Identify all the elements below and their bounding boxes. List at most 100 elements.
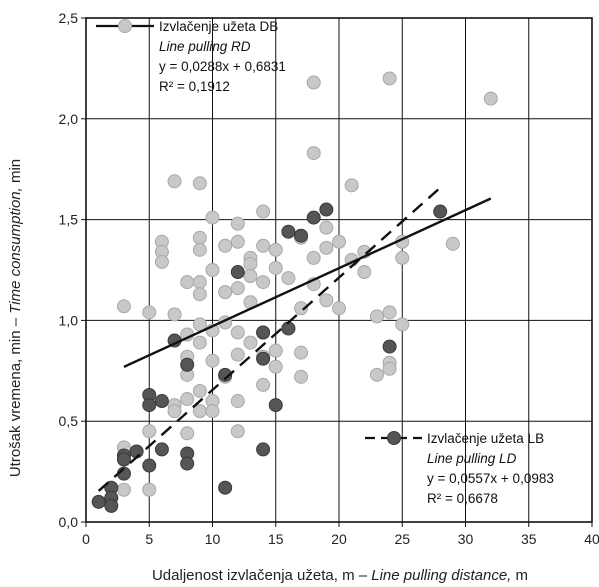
point-db bbox=[332, 301, 346, 316]
point-db bbox=[369, 309, 384, 324]
point-db bbox=[230, 234, 245, 249]
point-db bbox=[382, 71, 397, 86]
point-db bbox=[382, 305, 397, 320]
point-db bbox=[445, 236, 460, 251]
x-tick-label: 0 bbox=[82, 531, 90, 547]
legend-db-subtitle: Line pulling RD bbox=[159, 39, 251, 54]
point-db bbox=[116, 482, 131, 497]
point-db bbox=[306, 146, 321, 161]
point-db bbox=[357, 265, 372, 280]
legend-lb-equation: y = 0,0557x + 0,0983 bbox=[427, 471, 554, 486]
point-db bbox=[205, 353, 220, 368]
point-db bbox=[332, 234, 346, 249]
legend-lb-r2: R² = 0,6678 bbox=[427, 491, 498, 506]
point-db bbox=[230, 216, 245, 231]
y-tick-label: 0,5 bbox=[59, 413, 79, 429]
legend-db-marker bbox=[118, 19, 132, 33]
point-db bbox=[116, 299, 131, 314]
point-db bbox=[192, 275, 207, 290]
y-tick-label: 0,0 bbox=[59, 514, 79, 530]
point-db bbox=[142, 424, 157, 439]
point-lb bbox=[319, 202, 334, 217]
point-lb bbox=[180, 357, 195, 372]
x-tick-label: 30 bbox=[458, 531, 474, 547]
point-db bbox=[142, 482, 157, 497]
legend-db: Izvlačenje užeta DB Line pulling RD y = … bbox=[96, 19, 286, 94]
point-lb bbox=[91, 494, 106, 509]
trendline-lb bbox=[97, 186, 441, 492]
data-points bbox=[91, 71, 498, 513]
point-db bbox=[395, 317, 410, 332]
plot-frame bbox=[85, 17, 593, 523]
point-db bbox=[192, 335, 207, 350]
point-db bbox=[306, 75, 321, 90]
point-lb bbox=[256, 442, 271, 457]
point-db bbox=[306, 250, 321, 265]
point-db bbox=[230, 394, 245, 409]
point-db bbox=[230, 281, 245, 296]
x-tick-label: 40 bbox=[584, 531, 599, 547]
x-tick-label: 35 bbox=[521, 531, 537, 547]
point-db bbox=[167, 307, 182, 322]
x-tick-label: 20 bbox=[331, 531, 347, 547]
point-db bbox=[180, 275, 195, 290]
point-db bbox=[230, 347, 245, 362]
tick-labels: 0 5 10 15 20 25 30 35 40 0,0 0,5 1,0 1,5 2,0 2,5 bbox=[59, 10, 599, 547]
y-tick-label: 2,5 bbox=[59, 10, 79, 26]
x-tick-label: 10 bbox=[205, 531, 221, 547]
point-db bbox=[167, 404, 182, 419]
point-db bbox=[205, 210, 220, 225]
point-lb bbox=[433, 204, 448, 219]
point-db bbox=[142, 305, 157, 320]
point-db bbox=[268, 260, 283, 275]
point-db bbox=[180, 426, 195, 441]
point-db bbox=[294, 369, 309, 384]
point-db bbox=[319, 240, 334, 255]
point-db bbox=[192, 287, 207, 302]
point-db bbox=[382, 361, 397, 376]
point-db bbox=[218, 285, 233, 300]
point-db bbox=[395, 250, 410, 265]
point-db bbox=[218, 238, 233, 253]
point-db bbox=[243, 256, 258, 271]
y-tick-label: 2,0 bbox=[59, 111, 79, 127]
point-lb bbox=[218, 367, 233, 382]
point-lb bbox=[230, 265, 245, 280]
point-lb bbox=[142, 458, 157, 473]
point-db bbox=[192, 383, 207, 398]
point-db bbox=[294, 345, 309, 360]
y-tick-label: 1,5 bbox=[59, 212, 79, 228]
legend-db-equation: y = 0,0288x + 0,6831 bbox=[159, 59, 286, 74]
point-db bbox=[192, 230, 207, 245]
point-lb bbox=[154, 442, 169, 457]
x-tick-label: 5 bbox=[145, 531, 153, 547]
point-db bbox=[192, 242, 207, 257]
point-lb bbox=[256, 351, 271, 366]
x-tick-label: 25 bbox=[394, 531, 410, 547]
legend-lb: Izvlačenje užeta LB Line pulling LD y = … bbox=[365, 431, 554, 506]
point-db bbox=[319, 220, 334, 235]
point-db bbox=[243, 335, 258, 350]
point-db bbox=[281, 271, 296, 286]
point-db bbox=[369, 367, 384, 382]
trendline-db bbox=[123, 197, 492, 368]
point-db bbox=[268, 242, 283, 257]
legend-db-name: Izvlačenje užeta DB bbox=[159, 19, 278, 34]
point-lb bbox=[180, 456, 195, 471]
point-db bbox=[230, 325, 245, 340]
point-db bbox=[192, 176, 207, 191]
point-lb bbox=[294, 228, 309, 243]
point-db bbox=[154, 254, 169, 269]
point-db bbox=[483, 91, 498, 106]
point-lb bbox=[142, 398, 157, 413]
point-db bbox=[268, 359, 283, 374]
point-db bbox=[344, 178, 359, 193]
point-lb bbox=[268, 398, 283, 413]
point-db bbox=[319, 293, 334, 308]
point-lb bbox=[154, 394, 169, 409]
point-db bbox=[256, 377, 271, 392]
y-axis-label: Utrošak vremena, min – Time consumption,… bbox=[7, 159, 24, 477]
point-db bbox=[243, 269, 258, 284]
point-lb bbox=[256, 325, 271, 340]
